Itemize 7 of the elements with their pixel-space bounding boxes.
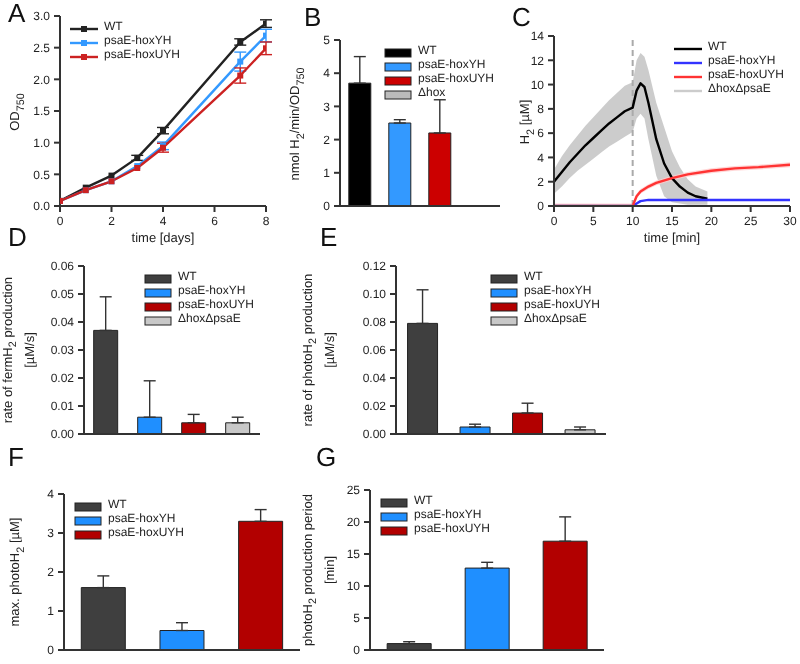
- chart-title: F: [8, 442, 24, 472]
- chart-title: B: [304, 2, 322, 32]
- chart-title: G: [316, 442, 337, 472]
- chart-title: A: [8, 0, 26, 28]
- chart-title: E: [320, 222, 338, 252]
- chart-title: C: [512, 2, 531, 32]
- chart-title: D: [8, 222, 27, 252]
